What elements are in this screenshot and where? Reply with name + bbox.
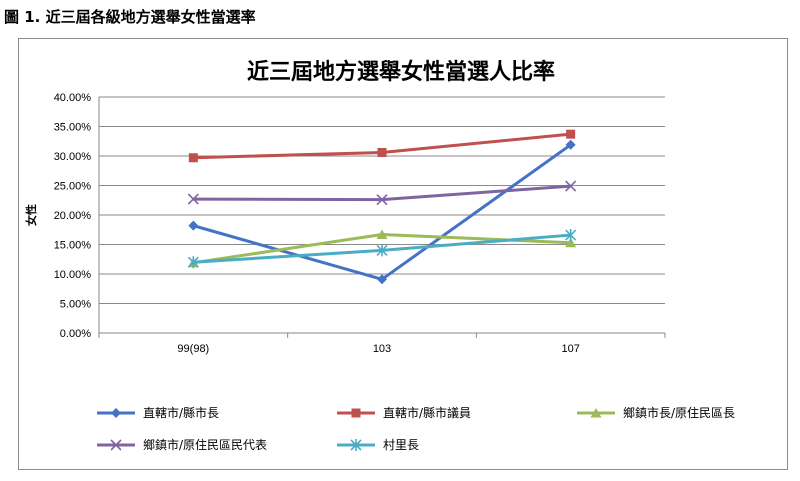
data-point: [565, 180, 577, 192]
data-point: [566, 129, 576, 139]
y-tick-label: 15.00%: [54, 240, 92, 252]
y-tick-label: 20.00%: [54, 210, 92, 222]
figure-caption: 圖 1. 近三屆各級地方選舉女性當選率: [4, 8, 256, 26]
legend-label: 直轄市/縣市議員: [383, 405, 471, 420]
data-point: [565, 229, 577, 242]
legend-label: 村里長: [383, 438, 419, 452]
data-point: [188, 220, 199, 231]
y-tick-label: 0.00%: [60, 328, 91, 340]
data-point: [187, 256, 199, 269]
data-point: [565, 237, 577, 248]
legend-marker: [110, 439, 122, 451]
legend-marker: [351, 408, 361, 418]
y-tick-label: 30.00%: [54, 151, 92, 163]
legend-item: 鄉鎮市/原住民區民代表: [97, 437, 267, 452]
y-tick-label: 35.00%: [54, 122, 92, 134]
data-point: [376, 244, 388, 257]
series-5: [187, 229, 577, 269]
chart-frame: 近三屆地方選舉女性當選人比率 女性 0.00% 5.00% 10.00% 15.00%…: [18, 38, 788, 470]
legend-item: 直轄市/縣市長: [97, 405, 219, 420]
series-lines: [187, 129, 577, 285]
legend-marker: [111, 408, 121, 418]
series-line: [193, 184, 571, 202]
series-1: [188, 139, 576, 285]
y-tick-label: 5.00%: [60, 299, 91, 311]
axes: 0.00% 5.00% 10.00% 15.00% 20.00% 25.00% 30.00%…: [54, 92, 666, 355]
y-tick-label: 40.00%: [54, 92, 92, 104]
series-4: [187, 180, 577, 206]
legend-item: 直轄市/縣市議員: [337, 405, 471, 420]
data-point: [377, 147, 387, 157]
legend-item: 鄉鎮市長/原住民區長: [577, 405, 735, 420]
chart-title: 近三屆地方選舉女性當選人比率: [247, 59, 555, 85]
x-tick-label: 103: [373, 343, 391, 355]
data-point: [376, 194, 388, 206]
data-point: [188, 153, 198, 163]
series-2: [188, 129, 576, 163]
legend-marker: [590, 408, 602, 418]
x-tick-label: 99(98): [177, 343, 209, 355]
legend-label: 直轄市/縣市長: [143, 405, 219, 420]
line-chart: 近三屆地方選舉女性當選人比率 女性 0.00% 5.00% 10.00% 15.00%…: [24, 59, 735, 452]
x-tick-label: 107: [561, 343, 579, 355]
legend-label: 鄉鎮市長/原住民區長: [623, 405, 735, 420]
legend-marker: [350, 439, 362, 451]
legend-label: 鄉鎮市/原住民區民代表: [143, 437, 267, 452]
y-tick-label: 25.00%: [54, 181, 92, 193]
data-point: [377, 274, 387, 285]
legend-item: 村里長: [337, 438, 419, 452]
y-axis-label: 女性: [24, 204, 38, 226]
y-tick-label: 10.00%: [54, 269, 92, 281]
data-point: [565, 139, 576, 150]
data-point: [376, 229, 388, 239]
data-point: [187, 193, 199, 205]
